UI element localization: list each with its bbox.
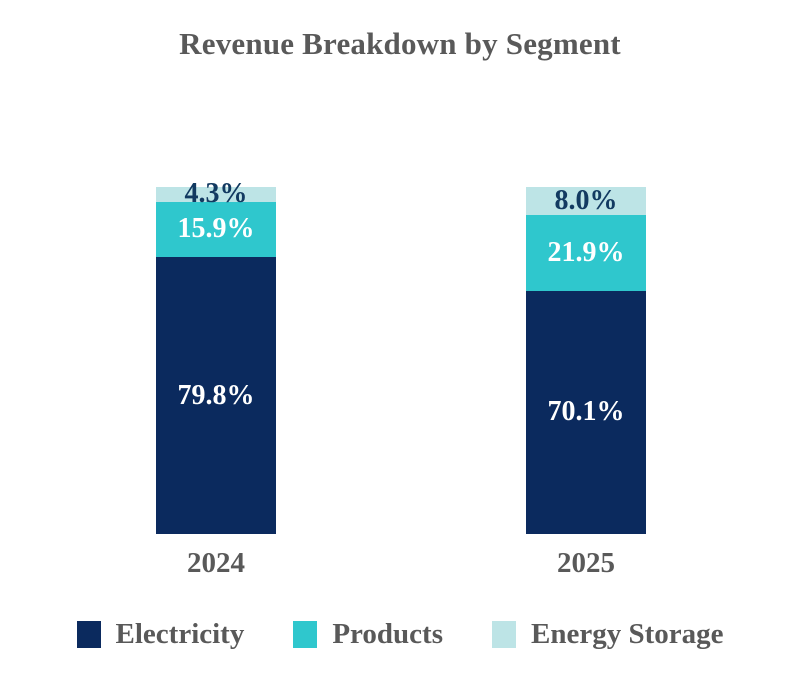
data-label: 70.1% xyxy=(547,396,625,428)
data-label: 8.0% xyxy=(554,184,618,216)
products-swatch-icon xyxy=(293,621,318,648)
plot-area: 4.3% 15.9% 79.8% 8.0% 21.9% 70.1% xyxy=(0,180,800,534)
segment-products: 15.9% xyxy=(156,201,276,258)
x-axis-label-2025: 2025 xyxy=(557,547,615,579)
data-label: 15.9% xyxy=(177,213,255,245)
chart-title: Revenue Breakdown by Segment xyxy=(179,26,621,61)
legend-item-electricity: Electricity xyxy=(76,618,245,651)
segment-electricity: 79.8% xyxy=(156,257,276,534)
segment-electricity: 70.1% xyxy=(526,290,646,534)
legend-item-products: Products xyxy=(293,618,443,651)
segment-energy-storage: 4.3% xyxy=(156,180,276,208)
energy-storage-swatch-icon xyxy=(491,621,516,648)
legend-item-energy-storage: Energy Storage xyxy=(491,618,724,651)
electricity-swatch-icon xyxy=(76,621,101,648)
legend: Electricity Products Energy Storage xyxy=(0,618,800,651)
legend-label-electricity: Electricity xyxy=(115,618,245,650)
x-axis-label-2024: 2024 xyxy=(187,547,245,579)
data-label: 79.8% xyxy=(177,379,255,411)
data-label: 21.9% xyxy=(547,236,625,268)
stacked-bar-2024: 4.3% 15.9% 79.8% xyxy=(156,180,276,534)
segment-energy-storage: 8.0% xyxy=(526,184,646,216)
data-label: 4.3% xyxy=(184,178,248,210)
legend-label-products: Products xyxy=(332,618,443,650)
segment-products: 21.9% xyxy=(526,214,646,291)
stacked-bar-2025: 8.0% 21.9% 70.1% xyxy=(526,184,646,534)
legend-label-energy-storage: Energy Storage xyxy=(530,618,724,650)
